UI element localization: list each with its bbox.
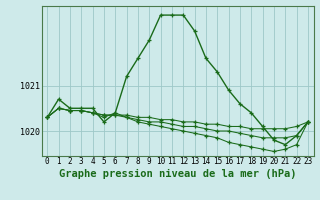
- X-axis label: Graphe pression niveau de la mer (hPa): Graphe pression niveau de la mer (hPa): [59, 169, 296, 179]
